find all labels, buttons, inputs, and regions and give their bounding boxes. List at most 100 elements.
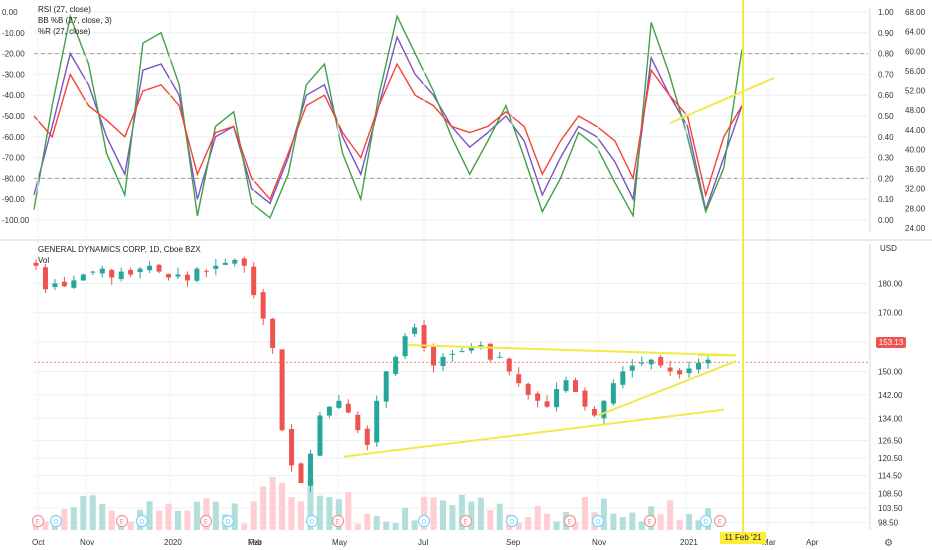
legend-rsi[interactable]: RSI (27, close) <box>38 5 91 14</box>
earnings-marker[interactable] <box>459 514 473 528</box>
candle-body[interactable] <box>260 292 266 319</box>
candle-body[interactable] <box>497 356 503 358</box>
candle-body[interactable] <box>298 463 304 484</box>
candle-body[interactable] <box>52 283 58 288</box>
candle-body[interactable] <box>412 327 418 334</box>
candle-body[interactable] <box>431 346 437 366</box>
candle-body[interactable] <box>554 389 560 408</box>
candle-body[interactable] <box>71 280 77 288</box>
candle-body[interactable] <box>99 268 105 274</box>
candle-body[interactable] <box>147 265 153 271</box>
earnings-marker[interactable] <box>115 514 129 528</box>
candle-body[interactable] <box>535 393 541 401</box>
candle-body[interactable] <box>705 359 711 364</box>
dividend-marker[interactable] <box>417 514 431 528</box>
candle-body[interactable] <box>33 262 39 266</box>
candle-body[interactable] <box>516 374 522 384</box>
earnings-marker[interactable] <box>331 514 345 528</box>
candle-body[interactable] <box>620 371 626 385</box>
candle-body[interactable] <box>184 274 190 281</box>
candle-body[interactable] <box>42 267 48 290</box>
gear-icon[interactable]: ⚙ <box>884 538 893 549</box>
candle-body[interactable] <box>582 390 588 407</box>
candle-body[interactable] <box>194 268 200 281</box>
candle-body[interactable] <box>563 380 569 392</box>
earnings-marker[interactable] <box>199 514 213 528</box>
oscillator-trendline[interactable] <box>669 77 775 124</box>
candle-body[interactable] <box>109 269 115 278</box>
candle-body[interactable] <box>601 400 607 419</box>
candle-body[interactable] <box>648 359 654 365</box>
candle-body[interactable] <box>128 270 134 275</box>
candle-body[interactable] <box>251 266 257 296</box>
candle-body[interactable] <box>402 336 408 357</box>
candle-body[interactable] <box>364 428 370 445</box>
candle-body[interactable] <box>506 358 512 372</box>
dividend-marker[interactable] <box>49 514 63 528</box>
candle-body[interactable] <box>317 415 323 456</box>
candle-body[interactable] <box>374 400 380 443</box>
candle-body[interactable] <box>658 356 664 366</box>
candle-body[interactable] <box>696 362 702 370</box>
oscillator-series-0[interactable] <box>33 34 743 213</box>
dividend-marker[interactable] <box>221 514 235 528</box>
candle-body[interactable] <box>478 345 484 347</box>
oscillator-series-1[interactable] <box>33 13 743 220</box>
candle-body[interactable] <box>156 264 162 272</box>
candle-body[interactable] <box>61 281 67 287</box>
dividend-marker[interactable] <box>591 514 605 528</box>
candle-body[interactable] <box>667 367 673 372</box>
candle-body[interactable] <box>468 347 474 351</box>
earnings-marker[interactable] <box>643 514 657 528</box>
candle-body[interactable] <box>175 274 181 277</box>
candle-body[interactable] <box>686 368 692 374</box>
candle-body[interactable] <box>307 453 313 486</box>
candle-body[interactable] <box>166 274 172 278</box>
candle-body[interactable] <box>336 400 342 408</box>
candle-body[interactable] <box>677 370 683 375</box>
candle-body[interactable] <box>137 268 143 273</box>
candle-body[interactable] <box>326 406 332 416</box>
legend-pct-r[interactable]: %R (27, close) <box>38 27 91 36</box>
candle-body[interactable] <box>383 371 389 402</box>
candle-body[interactable] <box>355 414 361 431</box>
candle-body[interactable] <box>90 271 96 273</box>
candle-body[interactable] <box>525 383 531 395</box>
earnings-marker[interactable] <box>713 514 727 528</box>
trendline[interactable] <box>343 408 725 458</box>
candle-body[interactable] <box>639 362 645 364</box>
dividend-marker[interactable] <box>305 514 319 528</box>
earnings-marker[interactable] <box>31 514 45 528</box>
dividend-marker[interactable] <box>505 514 519 528</box>
candle-body[interactable] <box>270 318 276 348</box>
candle-body[interactable] <box>449 353 455 355</box>
candle-body[interactable] <box>279 349 285 431</box>
candle-body[interactable] <box>572 380 578 392</box>
candle-body[interactable] <box>393 356 399 374</box>
earnings-marker[interactable] <box>563 514 577 528</box>
candle-body[interactable] <box>345 403 351 413</box>
candle-body[interactable] <box>213 265 219 269</box>
volume-label[interactable]: Vol <box>38 256 50 265</box>
candle-body[interactable] <box>118 271 124 280</box>
candle-body[interactable] <box>440 356 446 367</box>
candle-body[interactable] <box>232 259 238 264</box>
candle-body[interactable] <box>203 270 209 272</box>
trendline[interactable] <box>407 344 737 357</box>
legend-bb-b[interactable]: BB %B (27, close, 3) <box>38 16 112 25</box>
candle-body[interactable] <box>222 262 228 265</box>
candle-body[interactable] <box>421 325 427 348</box>
dividend-marker[interactable] <box>699 514 713 528</box>
dividend-marker[interactable] <box>135 514 149 528</box>
candle-body[interactable] <box>487 343 493 360</box>
candle-body[interactable] <box>289 429 295 466</box>
candle-body[interactable] <box>591 409 597 416</box>
candle-body[interactable] <box>610 383 616 404</box>
trendline[interactable] <box>597 360 737 417</box>
candle-body[interactable] <box>80 274 86 281</box>
symbol-title[interactable]: GENERAL DYNAMICS CORP, 1D, Cboe BZX <box>38 245 201 254</box>
candle-body[interactable] <box>629 365 635 371</box>
candle-body[interactable] <box>459 350 465 352</box>
candle-body[interactable] <box>544 401 550 407</box>
